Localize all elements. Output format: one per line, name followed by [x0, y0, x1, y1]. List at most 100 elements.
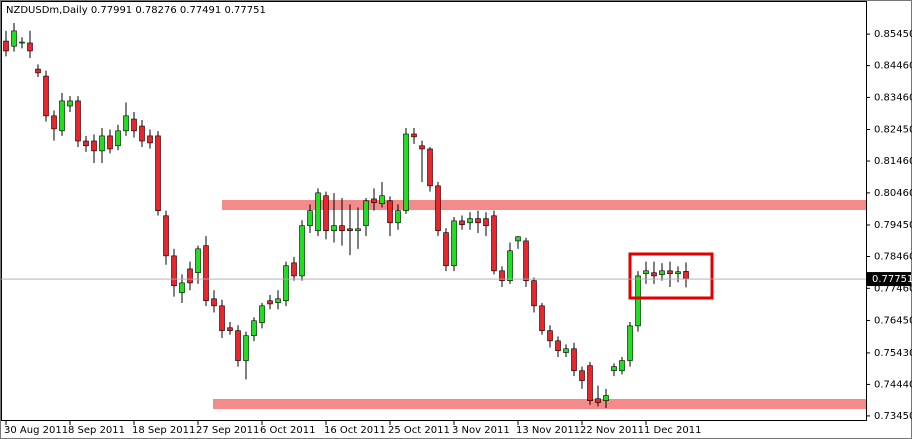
candle-body	[323, 195, 329, 232]
y-tick-label: 0.76450	[874, 315, 912, 326]
candle-body	[203, 245, 209, 302]
candle-body	[219, 305, 225, 331]
y-tick-label: 0.75430	[874, 348, 912, 359]
plot-area	[1, 1, 867, 421]
candle-body	[451, 220, 457, 267]
candle-body	[499, 270, 505, 281]
candle-body	[283, 265, 289, 302]
candle-body	[595, 398, 601, 403]
candle-body	[171, 255, 177, 287]
candle-body	[123, 115, 129, 132]
candle-body	[251, 320, 257, 337]
resistance-band	[222, 200, 866, 210]
y-tick-label: 0.73450	[874, 411, 912, 422]
candle-body	[571, 348, 577, 372]
y-tick-label: 0.82450	[874, 125, 912, 136]
candle-body	[235, 330, 241, 361]
x-tick-label: 16 Oct 2011	[324, 425, 386, 436]
candle-body	[403, 133, 409, 211]
candle-body	[131, 118, 137, 132]
candle-body	[475, 218, 481, 224]
candle-body	[507, 250, 513, 281]
candle-body	[139, 125, 145, 142]
candle-body	[659, 270, 665, 275]
candle-body	[195, 248, 201, 274]
candle-body	[523, 240, 529, 281]
candle-body	[515, 236, 521, 242]
y-tick-label: 0.79450	[874, 220, 912, 231]
candle-body	[187, 268, 193, 284]
candle-body	[579, 370, 585, 381]
candle-body	[99, 135, 105, 152]
low: 0.77491	[180, 5, 221, 16]
candle-body	[411, 133, 417, 138]
x-tick-label: 25 Oct 2011	[388, 425, 450, 436]
candle-body	[539, 305, 545, 331]
candle-body	[83, 140, 89, 147]
candle-body	[227, 327, 233, 331]
candle-body	[619, 360, 625, 372]
candle-body	[419, 145, 425, 150]
y-tick-label: 0.84460	[874, 61, 912, 72]
candle-body	[155, 135, 161, 211]
candle-body	[91, 140, 97, 152]
y-tick-label: 0.83460	[874, 92, 912, 103]
candle-body	[547, 330, 553, 342]
candle-body	[355, 228, 361, 232]
candle-body	[363, 200, 369, 226]
x-tick-label: 13 Nov 2011	[516, 425, 580, 436]
symbol: NZDUSDm,Daily	[6, 5, 88, 16]
candle-body	[75, 100, 81, 142]
highlight-box	[628, 252, 714, 300]
y-tick-label: 0.85450	[874, 29, 912, 40]
close: 0.77751	[224, 5, 265, 16]
candle-body	[299, 225, 305, 277]
candle-body	[27, 42, 33, 52]
candle-body	[467, 218, 473, 224]
candle-body	[259, 305, 265, 323]
candle-body	[587, 365, 593, 401]
candle-body	[267, 300, 273, 305]
candle-body	[643, 270, 649, 274]
y-tick-label: 0.77460	[874, 283, 912, 294]
x-tick-label: 3 Nov 2011	[452, 425, 510, 436]
candle-body	[483, 218, 489, 226]
support-band	[213, 399, 866, 409]
candle-body	[163, 215, 169, 257]
x-tick-label: 1 Dec 2011	[644, 425, 702, 436]
x-tick-label: 22 Nov 2011	[580, 425, 644, 436]
candle-body	[667, 270, 673, 274]
y-tick-label: 0.74440	[874, 379, 912, 390]
candle-body	[627, 325, 633, 361]
candle-body	[67, 100, 73, 107]
candle-body	[275, 298, 281, 303]
candle-body	[35, 68, 41, 74]
candle-body	[555, 340, 561, 351]
candle-body	[19, 41, 25, 44]
open: 0.77991	[91, 5, 132, 16]
candle-body	[315, 192, 321, 232]
candle-body	[651, 272, 657, 277]
candle-body	[59, 100, 65, 132]
candle-body	[339, 225, 345, 232]
candle-body	[307, 210, 313, 226]
y-tick-label: 0.78460	[874, 252, 912, 263]
candle-body	[443, 232, 449, 267]
x-tick-label: 27 Sep 2011	[196, 425, 259, 436]
candle-body	[3, 40, 9, 52]
y-tick-label: 0.80460	[874, 188, 912, 199]
candle-body	[435, 185, 441, 232]
x-tick-label: 8 Sep 2011	[68, 425, 125, 436]
candle-body	[331, 225, 337, 232]
candle-body	[683, 271, 689, 280]
candle-body	[291, 262, 297, 277]
candle-body	[531, 280, 537, 307]
price-label-box	[867, 272, 911, 287]
candle-body	[147, 135, 153, 144]
header: NZDUSDm,Daily 0.77991 0.78276 0.77491 0.…	[6, 5, 266, 16]
candle-body	[179, 282, 185, 294]
candle-body	[611, 366, 617, 372]
candle-body	[347, 228, 353, 232]
candle-body	[603, 395, 609, 401]
